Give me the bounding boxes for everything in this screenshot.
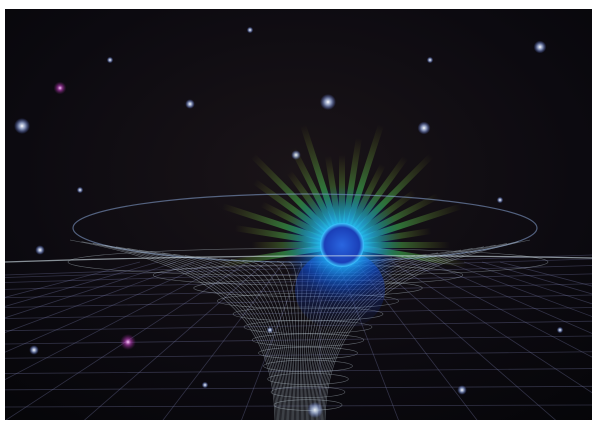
- grid-line: [5, 385, 592, 391]
- funnel-line: [92, 243, 278, 420]
- grid-line: [83, 261, 267, 420]
- grid-line: [5, 351, 592, 359]
- grid-line: [481, 261, 592, 295]
- grid-line: [5, 320, 592, 332]
- star: [14, 118, 30, 134]
- artwork: [5, 26, 592, 420]
- funnel-line: [81, 241, 277, 420]
- grid-line: [5, 335, 592, 345]
- star: [426, 56, 434, 64]
- funnel-ring: [267, 373, 349, 385]
- funnel-ring: [251, 333, 365, 347]
- star: [457, 385, 467, 395]
- funnel-line: [161, 252, 286, 420]
- grid-line: [5, 261, 195, 333]
- grid-line: [162, 261, 285, 420]
- grid-line: [427, 261, 592, 334]
- funnel-line: [276, 261, 298, 420]
- funnel-line: [115, 246, 281, 420]
- grid-line: [5, 261, 177, 319]
- grid-line: [5, 261, 213, 353]
- star: [307, 402, 323, 418]
- funnel-line: [324, 239, 531, 420]
- funnel-ring: [258, 346, 358, 360]
- star: [29, 345, 39, 355]
- star: [201, 381, 209, 389]
- funnel-line: [138, 249, 283, 420]
- star: [556, 326, 564, 334]
- funnel-ring: [270, 386, 346, 398]
- grid-line: [5, 261, 231, 381]
- grid-line: [5, 368, 592, 374]
- grid-line: [5, 261, 141, 298]
- grid-line: [5, 307, 592, 319]
- horizon-line: [5, 255, 592, 263]
- funnel-ring: [243, 320, 373, 334]
- funnel-ring: [273, 399, 343, 411]
- funnel-line: [127, 248, 282, 420]
- funnel-line: [69, 239, 276, 420]
- star: [266, 326, 274, 334]
- funnel-line: [104, 244, 279, 420]
- grid-line: [241, 261, 303, 420]
- funnel-line: [196, 256, 289, 420]
- star: [417, 121, 431, 135]
- grid-line: [391, 261, 592, 394]
- star: [246, 26, 254, 34]
- star: [106, 56, 114, 64]
- funnel-line: [242, 260, 295, 420]
- funnel-line: [265, 261, 297, 420]
- grid-line: [5, 261, 159, 307]
- star: [120, 334, 136, 350]
- grid-line: [5, 404, 592, 408]
- grid-line: [373, 261, 557, 420]
- star: [35, 245, 45, 255]
- star: [76, 186, 84, 194]
- funnel-line: [207, 257, 291, 420]
- star: [53, 81, 67, 95]
- funnel-line: [230, 259, 293, 420]
- grid-line: [409, 261, 592, 358]
- black-hole: [320, 223, 364, 267]
- funnel-line: [173, 253, 287, 420]
- funnel-line: [184, 255, 288, 420]
- funnel-ring: [263, 359, 353, 373]
- star: [185, 99, 195, 109]
- star: [320, 94, 336, 110]
- funnel-line: [253, 260, 296, 420]
- grid-line: [463, 261, 592, 305]
- star: [496, 196, 504, 204]
- star: [533, 40, 547, 54]
- funnel-line: [219, 258, 292, 420]
- grid-line: [445, 261, 592, 317]
